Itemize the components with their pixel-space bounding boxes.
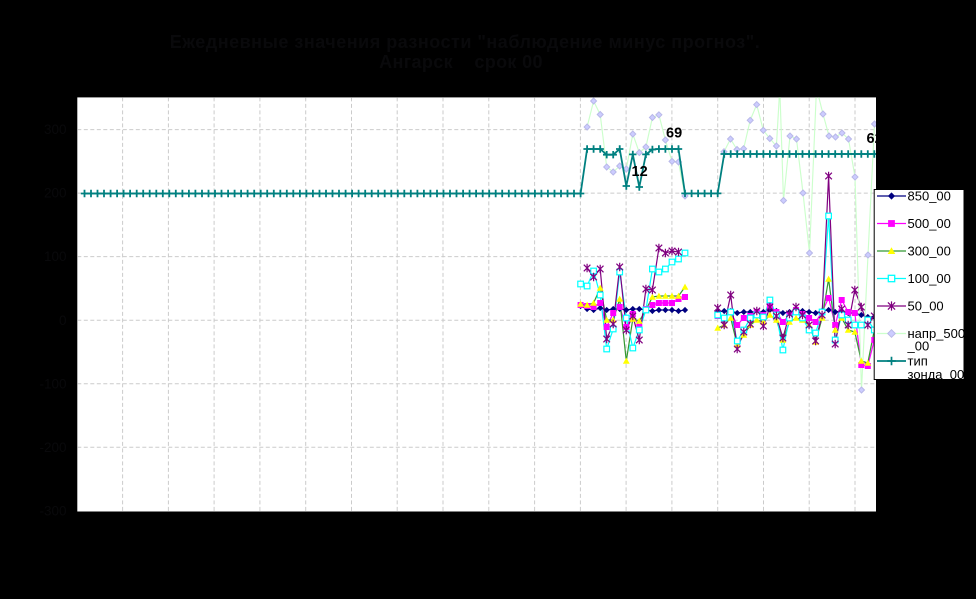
svg-text:100: 100 xyxy=(44,249,67,264)
svg-text:напр_500: напр_500 xyxy=(908,326,966,341)
svg-text:-200: -200 xyxy=(39,440,66,455)
svg-text:500_00: 500_00 xyxy=(908,216,951,231)
svg-text:-300: -300 xyxy=(39,503,66,518)
svg-text:12: 12 xyxy=(632,164,648,180)
svg-text:69: 69 xyxy=(666,125,682,141)
svg-text:_00: _00 xyxy=(907,339,930,354)
svg-text:Ангарск срок 00: Ангарск срок 00 xyxy=(379,52,543,72)
svg-text:зонда_00: зонда_00 xyxy=(908,367,965,382)
svg-text:-100: -100 xyxy=(39,376,66,391)
svg-text:62: 62 xyxy=(867,131,883,147)
svg-text:100_00: 100_00 xyxy=(908,271,951,286)
svg-text:тип: тип xyxy=(908,354,928,369)
svg-text:50_00: 50_00 xyxy=(908,299,944,314)
svg-text:300: 300 xyxy=(44,122,67,137)
svg-text:Ежедневные значения разности ": Ежедневные значения разности "наблюдение… xyxy=(170,32,761,52)
svg-text:850_00: 850_00 xyxy=(908,189,951,204)
svg-text:200: 200 xyxy=(44,186,67,201)
svg-text:300_00: 300_00 xyxy=(908,244,951,259)
svg-text:0: 0 xyxy=(59,313,67,328)
